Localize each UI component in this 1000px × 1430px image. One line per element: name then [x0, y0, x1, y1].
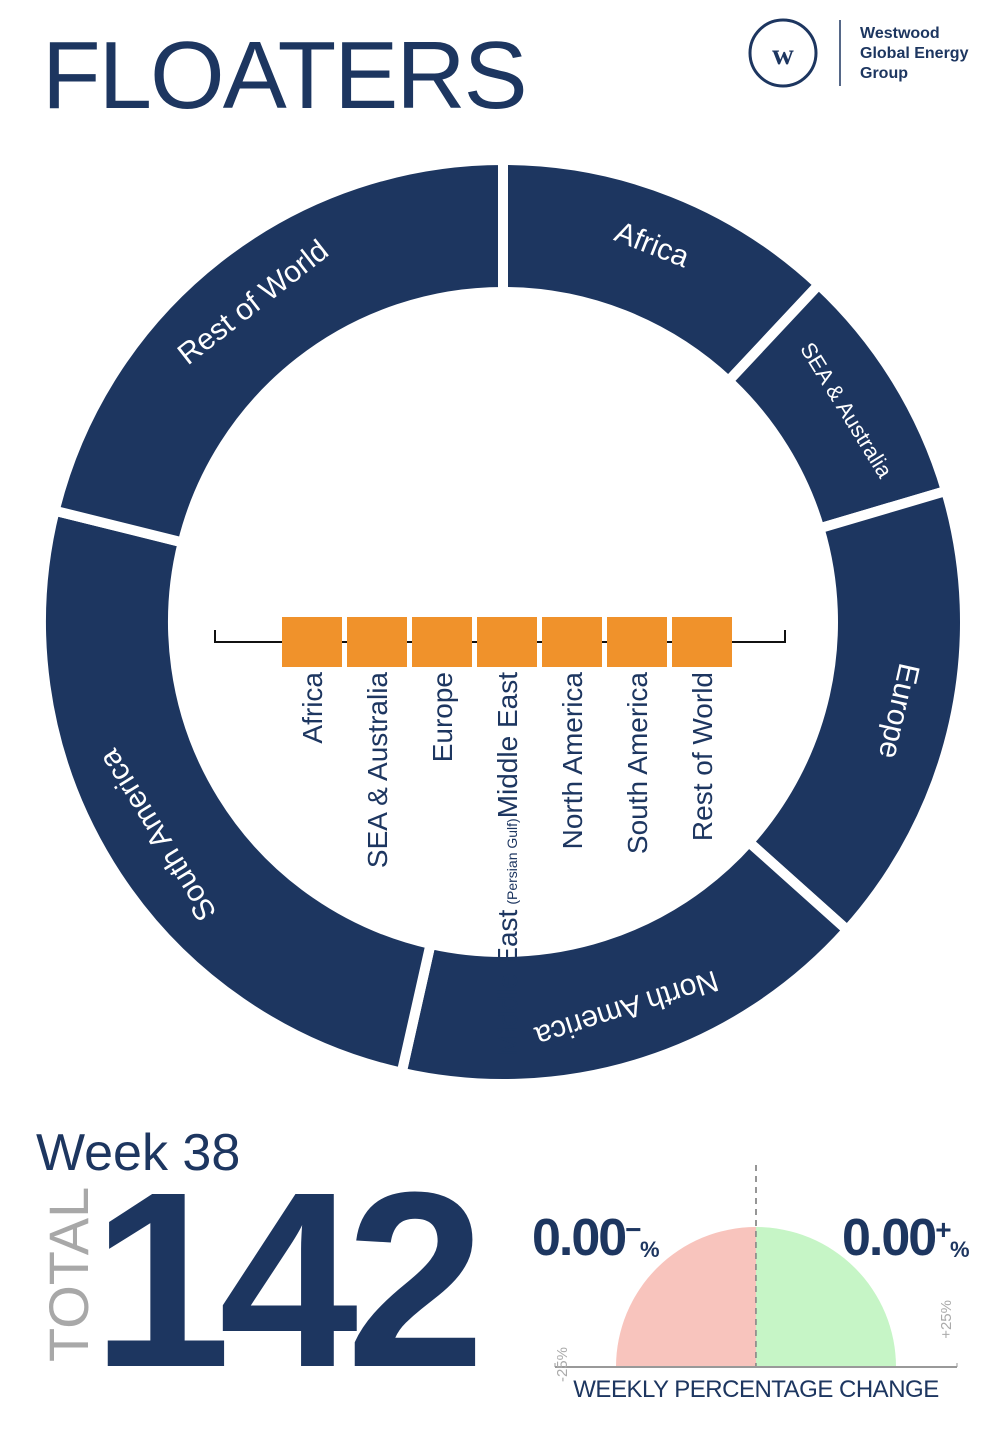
change-sign: + — [935, 1214, 951, 1245]
key-box — [542, 617, 602, 667]
change-value: 0.00+ — [842, 1209, 951, 1267]
logo-mark — [748, 18, 818, 88]
total-label: TOTAL — [37, 1187, 100, 1362]
logo-letter: w — [772, 38, 794, 71]
key-label: Europe — [427, 672, 458, 762]
gauge-half — [756, 1227, 896, 1367]
gauge-tick-label: +25% — [938, 1300, 955, 1339]
donut-segment — [48, 154, 508, 549]
key-box — [672, 617, 732, 667]
donut-segment — [741, 484, 970, 938]
key-label-main: Middle East — [492, 672, 523, 819]
key-label: SEA & Australia — [362, 672, 393, 869]
donut-segment — [395, 835, 855, 1089]
key-box — [282, 617, 342, 667]
key-label: Middle East(Persian Gulf)Middle East — [492, 672, 523, 1056]
title: FLOATERS — [42, 22, 526, 129]
key-box — [412, 617, 472, 667]
logo-text: Global Energy — [860, 45, 969, 62]
donut-segment — [36, 504, 437, 1079]
change-unit: % — [950, 1237, 970, 1262]
change-value: 0.00− — [532, 1209, 641, 1267]
gauge-title: WEEKLY PERCENTAGE CHANGE — [573, 1376, 938, 1403]
key-label: South America — [622, 672, 653, 855]
key-box — [347, 617, 407, 667]
logo-text: Westwood — [860, 25, 940, 42]
key-label-note: (Persian Gulf) — [504, 818, 520, 904]
key-box — [607, 617, 667, 667]
key-label: Rest of World — [687, 672, 718, 841]
gauge-tick-label: -25% — [554, 1347, 571, 1382]
change-number: 0.00 — [532, 1209, 625, 1267]
key-label: Africa — [297, 672, 328, 744]
change-sign: − — [625, 1214, 641, 1245]
total-value: 142 — [92, 1140, 476, 1419]
week: Week 38 — [36, 1124, 240, 1182]
key-label: North America — [557, 672, 588, 850]
logo-text: Group — [860, 65, 908, 82]
gauge-half — [616, 1227, 756, 1367]
change-number: 0.00 — [842, 1209, 935, 1267]
key-box — [477, 617, 537, 667]
change-unit: % — [640, 1237, 660, 1262]
